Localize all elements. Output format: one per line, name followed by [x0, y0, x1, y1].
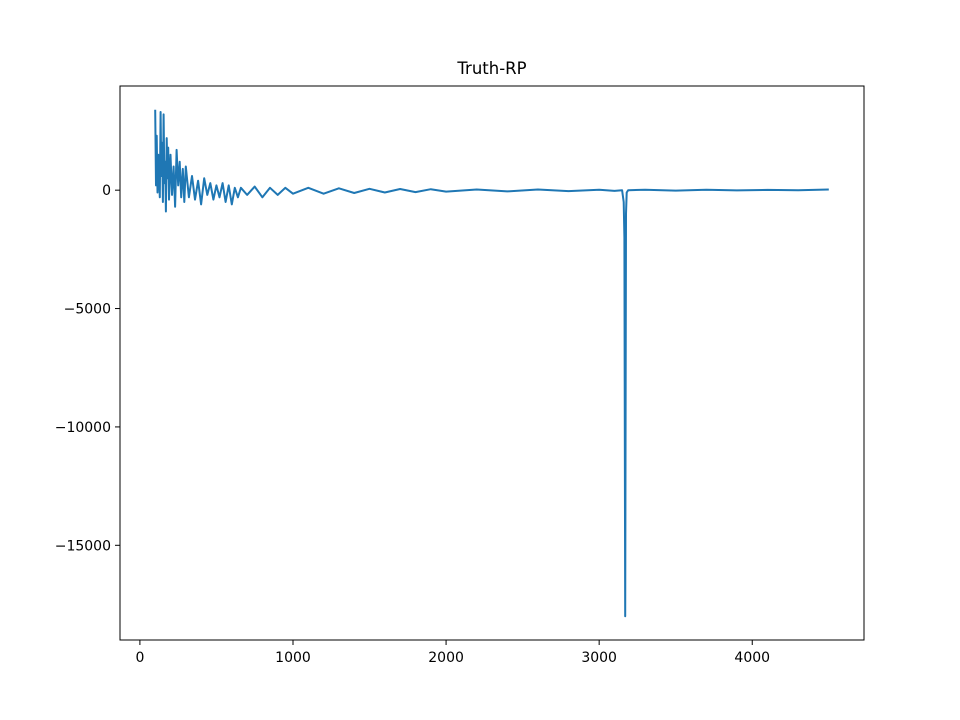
series-line [154, 109, 829, 618]
x-tick-label: 3000 [581, 650, 617, 666]
y-tick-label: −15000 [55, 538, 111, 554]
y-tick-label: −5000 [64, 302, 111, 318]
plot-area [154, 109, 829, 618]
x-tick-label: 4000 [734, 650, 770, 666]
x-axis: 0 1000 2000 3000 4000 [135, 640, 770, 666]
x-tick-label: 2000 [428, 650, 464, 666]
y-tick-label: 0 [102, 183, 111, 199]
y-tick-label: −10000 [55, 420, 111, 436]
chart-title: Truth-RP [456, 59, 526, 78]
x-tick-label: 0 [135, 650, 144, 666]
plot-frame [119, 85, 865, 641]
y-axis: 0 −5000 −10000 −15000 [55, 183, 120, 554]
x-tick-label: 1000 [275, 650, 311, 666]
